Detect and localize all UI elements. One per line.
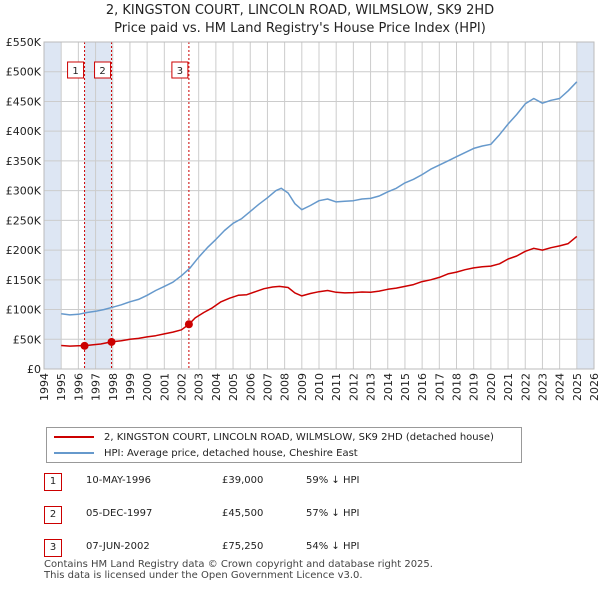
sale-date: 07-JUN-2002 [86,541,150,552]
y-tick-label: £550K [6,36,42,49]
sale-marker-label: 2 [99,66,105,77]
footer-licence: This data is licensed under the Open Gov… [44,570,363,581]
x-tick-label: 2019 [468,373,481,401]
x-tick-label: 2021 [502,373,515,401]
y-tick-label: £200K [6,244,42,257]
x-tick-label: 2012 [347,373,360,401]
sale-hpi-diff: 54% ↓ HPI [306,541,360,552]
sale-number-badge: 3 [44,539,62,557]
x-tick-label: 2009 [296,373,309,401]
legend-swatch-hpi [54,452,94,454]
legend-swatch-property [54,436,94,438]
x-tick-label: 1996 [72,373,85,401]
x-tick-label: 2025 [571,373,584,401]
y-tick-label: £300K [6,185,42,198]
x-tick-label: 2006 [244,373,257,401]
sale-number-badge: 2 [44,506,62,524]
sale-marker-badge [67,61,85,79]
y-tick-label: £400K [6,125,42,138]
shaded-region [576,42,594,369]
x-tick-label: 2013 [365,373,378,401]
y-tick-label: £450K [6,95,42,108]
x-tick-label: 1994 [38,373,51,401]
x-tick-label: 2000 [141,373,154,401]
legend-label-property: 2, KINGSTON COURT, LINCOLN ROAD, WILMSLO… [104,431,494,443]
x-tick-label: 1998 [107,373,120,401]
sale-point [107,337,116,346]
x-tick-label: 2014 [382,373,395,401]
sale-date: 10-MAY-1996 [86,475,152,486]
x-tick-label: 2004 [210,373,223,401]
y-tick-label: £0 [27,363,41,376]
x-tick-label: 2018 [451,373,464,401]
sale-row: 3 07-JUN-2002 £75,250 54% ↓ HPI [44,539,464,557]
x-tick-label: 2017 [433,373,446,401]
x-tick-label: 2024 [554,373,567,401]
sale-price: £75,250 [222,541,264,552]
price-chart: 1 2 3 £0 £50K £100K £150K £200K £250K £300K £350K… [6,36,600,401]
sale-marker-label: 1 [72,66,78,77]
x-tick-label: 2026 [588,373,600,401]
sale-hpi-diff: 57% ↓ HPI [306,508,360,519]
x-tick-label: 2011 [330,373,343,401]
chart-title-line-1: 2, KINGSTON COURT, LINCOLN ROAD, WILMSLO… [105,3,495,18]
footer-copyright: Contains HM Land Registry data © Crown c… [44,559,433,570]
sale-marker-badge [94,61,112,79]
x-tick-label: 2003 [193,373,206,401]
footer-attribution: Contains HM Land Registry data © Crown c… [44,559,433,581]
x-tick-label: 2007 [261,373,274,401]
sale-date: 05-DEC-1997 [86,508,153,519]
x-tick-label: 2020 [485,373,498,401]
sale-price: £45,500 [222,508,264,519]
x-tick-label: 2008 [279,373,292,401]
y-tick-label: £500K [6,66,42,79]
sale-row: 1 10-MAY-1996 £39,000 59% ↓ HPI [44,473,464,491]
sale-price: £39,000 [222,475,264,486]
chart-title: 2, KINGSTON COURT, LINCOLN ROAD, WILMSLO… [0,2,600,38]
y-tick-label: £350K [6,155,42,168]
x-tick-label: 2005 [227,373,240,401]
shaded-region [44,42,62,369]
y-tick-label: £100K [6,304,42,317]
series-line-hpi [61,81,578,316]
chart-title-line-2: Price paid vs. HM Land Registry's House … [114,21,486,36]
x-tick-label: 1995 [55,373,68,401]
series-line-property [61,235,578,347]
sale-marker-label: 3 [177,66,183,77]
sale-hpi-diff: 59% ↓ HPI [306,475,360,486]
x-tick-label: 1997 [90,373,103,401]
legend-label-hpi: HPI: Average price, detached house, Ches… [104,447,358,459]
y-tick-label: £150K [6,274,42,287]
sale-number-badge: 1 [44,473,62,491]
x-tick-label: 2015 [399,373,412,401]
x-tick-label: 2010 [313,373,326,401]
sale-row: 2 05-DEC-1997 £45,500 57% ↓ HPI [44,506,464,524]
x-tick-label: 2002 [176,373,189,401]
sale-point [184,320,193,329]
shaded-region [84,42,112,369]
x-tick-label: 2001 [158,373,171,401]
sale-point [80,341,89,350]
legend-entry-hpi: HPI: Average price, detached house, Ches… [47,445,358,461]
y-tick-label: £50K [13,333,42,346]
x-tick-label: 2022 [519,373,532,401]
x-tick-label: 1999 [124,373,137,401]
plot-area-frame [43,41,595,370]
x-tick-label: 2016 [416,373,429,401]
sale-marker-badge [171,61,189,79]
y-tick-label: £250K [6,214,42,227]
legend-entry-property: 2, KINGSTON COURT, LINCOLN ROAD, WILMSLO… [47,429,494,445]
chart-legend: 2, KINGSTON COURT, LINCOLN ROAD, WILMSLO… [46,427,522,463]
x-tick-label: 2023 [536,373,549,401]
